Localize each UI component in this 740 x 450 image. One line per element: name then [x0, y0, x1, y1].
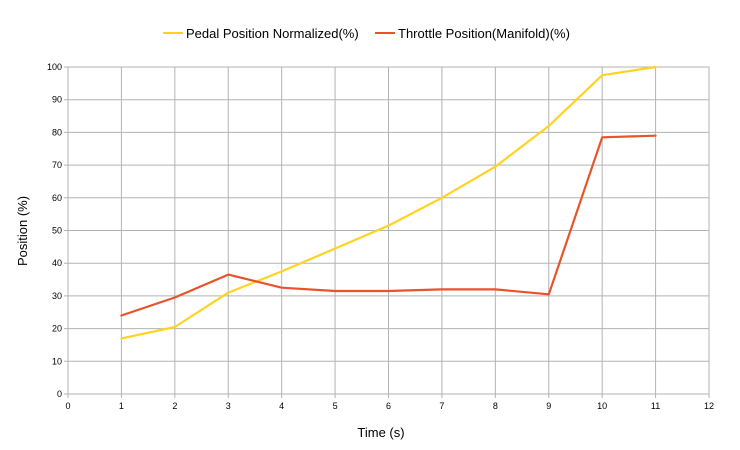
y-tick-label: 20 [52, 324, 62, 334]
y-tick-label: 100 [47, 62, 62, 72]
x-tick-label: 7 [439, 401, 444, 411]
y-axis-title: Position (%) [15, 196, 30, 266]
y-tick-label: 50 [52, 226, 62, 236]
y-tick-label: 70 [52, 160, 62, 170]
y-tick-label: 30 [52, 291, 62, 301]
series-line-throttle-position [120, 134, 657, 317]
y-tick-label: 40 [52, 258, 62, 268]
legend-label-pedal: Pedal Position Normalized(%) [186, 26, 359, 41]
series-lines [120, 65, 657, 340]
x-tick-label: 10 [597, 401, 607, 411]
y-tick-label: 10 [52, 356, 62, 366]
x-tick-label: 12 [704, 401, 714, 411]
legend: Pedal Position Normalized(%) Throttle Po… [163, 26, 570, 41]
y-tick-label: 90 [52, 95, 62, 105]
x-tick-labels: 0 1 2 3 4 5 6 7 8 9 10 11 12 [65, 401, 714, 411]
x-tick-label: 2 [172, 401, 177, 411]
x-axis-title: Time (s) [357, 425, 404, 440]
y-tick-label: 0 [57, 389, 62, 399]
x-tick-label: 4 [279, 401, 284, 411]
axes [67, 66, 710, 395]
x-tick-label: 0 [65, 401, 70, 411]
x-tick-label: 8 [493, 401, 498, 411]
grid [64, 66, 710, 398]
x-tick-label: 5 [333, 401, 338, 411]
x-tick-label: 3 [226, 401, 231, 411]
y-tick-label: 80 [52, 127, 62, 137]
plot-frame [67, 66, 710, 395]
x-tick-label: 6 [386, 401, 391, 411]
x-tick-label: 9 [546, 401, 551, 411]
x-tick-label: 1 [119, 401, 124, 411]
x-tick-label: 11 [651, 401, 660, 411]
y-tick-label: 60 [52, 193, 62, 203]
y-tick-labels: 0 10 20 30 40 50 60 70 80 90 100 [47, 62, 62, 399]
series-line-pedal-position [120, 65, 657, 340]
legend-label-throttle: Throttle Position(Manifold)(%) [398, 26, 570, 41]
